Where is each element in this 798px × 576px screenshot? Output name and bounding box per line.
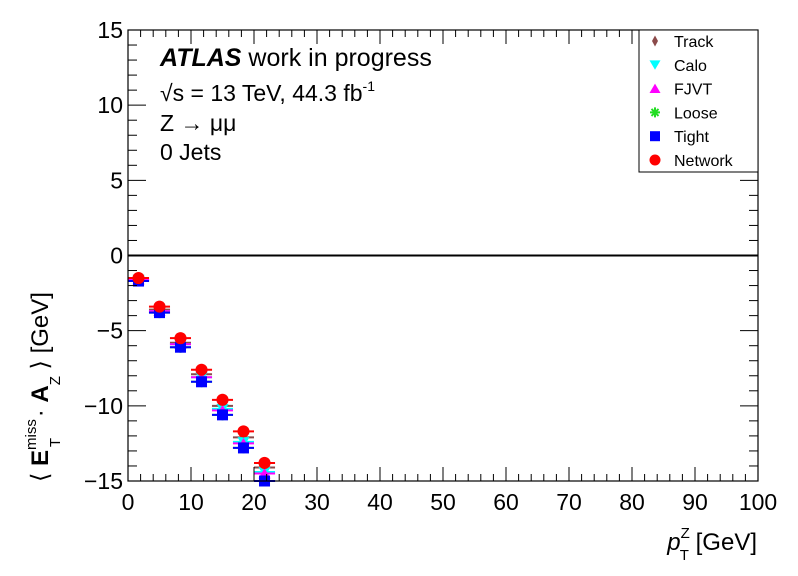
data-point xyxy=(174,341,186,353)
legend-entry: Calo xyxy=(649,58,707,75)
data-point xyxy=(196,376,208,388)
data-point xyxy=(174,332,187,345)
legend-marker xyxy=(650,107,660,118)
data-point xyxy=(132,272,145,285)
atlas-label: ATLAS work in progress xyxy=(159,44,432,72)
y-tick-label: 15 xyxy=(97,17,123,43)
x-tick-label: 80 xyxy=(619,489,645,515)
y-tick-label: −15 xyxy=(84,468,123,494)
legend-marker xyxy=(649,154,661,166)
legend-label: FJVT xyxy=(674,82,712,99)
y-tick-label: 10 xyxy=(97,92,123,118)
y-tick-label: 5 xyxy=(110,167,123,193)
legend-label: Network xyxy=(674,153,734,170)
process-label: Z → μμ xyxy=(160,110,236,136)
legend-items: Track Calo FJVT Loose Tight Network xyxy=(649,34,734,170)
jets-label: 0 Jets xyxy=(160,139,221,165)
legend-label: Loose xyxy=(674,105,718,122)
x-axis-label: pZ T [GeV] xyxy=(666,525,757,564)
data-point xyxy=(153,300,166,313)
data-point xyxy=(237,442,249,454)
y-axis-label: ⟨ Emiss T · AZ ⟩ [GeV] xyxy=(23,292,64,482)
legend-entry: FJVT xyxy=(649,82,712,99)
axis-ticks xyxy=(127,29,759,482)
legend-marker xyxy=(649,83,661,93)
x-tick-label: 0 xyxy=(122,489,135,515)
legend-entry: Loose xyxy=(650,105,718,122)
legend-entry: Network xyxy=(649,153,734,170)
data-point xyxy=(258,456,271,470)
x-tick-label: 10 xyxy=(178,489,204,515)
x-tick-label: 100 xyxy=(739,489,777,515)
legend-entry: Track xyxy=(652,34,714,51)
x-tick-label: 20 xyxy=(241,489,267,515)
x-tick-label: 60 xyxy=(493,489,519,515)
y-tick-label: −5 xyxy=(97,318,123,344)
data-point xyxy=(237,425,250,438)
legend-box xyxy=(638,29,759,173)
energy-label: √s = 13 TeV, 44.3 fb-1 xyxy=(160,78,375,106)
y-tick-label: 0 xyxy=(110,243,123,269)
legend-marker xyxy=(650,131,660,142)
x-tick-label: 40 xyxy=(367,489,393,515)
x-tick-label: 70 xyxy=(556,489,582,515)
x-tick-label: 30 xyxy=(304,489,330,515)
data-markers xyxy=(128,272,276,487)
data-point xyxy=(216,393,229,406)
legend: Track Calo FJVT Loose Tight Network xyxy=(638,29,759,173)
axis-tick-labels: 0 10 20 30 40 50 60 70 80 90 100 −15 −10 −5 0 5 10 15 xyxy=(84,17,777,515)
y-axis-label-group: ⟨ Emiss T · AZ ⟩ [GeV] xyxy=(23,292,64,482)
y-tick-label: −10 xyxy=(84,393,123,419)
legend-label: Tight xyxy=(674,129,710,146)
data-point xyxy=(217,409,228,421)
legend-entry: Tight xyxy=(650,129,710,146)
x-tick-label: 50 xyxy=(430,489,456,515)
legend-marker xyxy=(652,35,658,47)
legend-marker xyxy=(649,60,661,70)
x-tick-label: 90 xyxy=(682,489,708,515)
legend-label: Calo xyxy=(674,58,707,75)
series-network xyxy=(128,272,276,470)
legend-label: Track xyxy=(674,34,714,51)
data-point xyxy=(195,363,208,376)
